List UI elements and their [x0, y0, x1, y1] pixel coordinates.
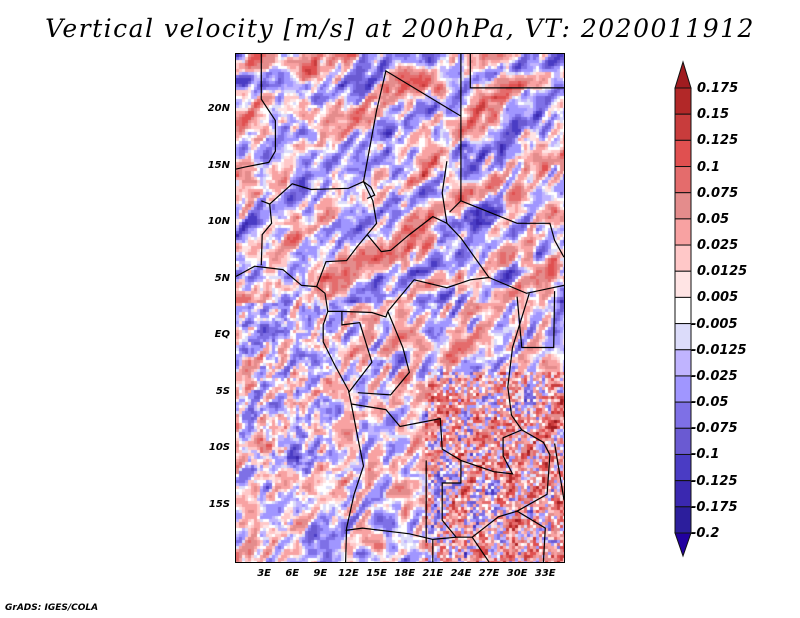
colorbar-box: [674, 218, 692, 246]
border-line: [441, 460, 518, 538]
colorbar-box: [674, 349, 692, 377]
lon-tick-label: 3E: [257, 568, 271, 579]
colorbar-top-arrow: [674, 60, 692, 89]
colorbar-label: -0.125: [691, 473, 738, 489]
colorbar-box: [674, 375, 692, 403]
colorbar-label: 0.025: [697, 238, 739, 254]
border-line: [554, 443, 564, 500]
colorbar-box: [674, 427, 692, 455]
border-line: [260, 200, 273, 266]
border-line: [351, 293, 530, 475]
lat-tick-label: 5S: [215, 385, 230, 397]
colorbar-box: [674, 139, 692, 168]
lat-tick-label: 10N: [207, 216, 230, 228]
vertical-velocity-map: [236, 54, 564, 562]
colorbar-label: 0.15: [697, 107, 730, 123]
lon-tick-label: 12E: [338, 568, 359, 579]
lat-tick-label: 10S: [208, 442, 230, 454]
colorbar-label: 0.075: [697, 185, 739, 201]
colorbar-bottom-arrow: [674, 532, 692, 558]
lon-tick-label: 15E: [366, 568, 387, 579]
colorbar-label: 0.1: [697, 159, 721, 175]
lon-tick-label: 30E: [506, 568, 528, 579]
border-line: [269, 54, 462, 205]
colorbar-box: [674, 87, 692, 115]
colorbar: [674, 60, 692, 558]
colorbar-label: 0.0125: [697, 264, 748, 280]
border-line: [441, 161, 448, 224]
lon-tick-label: 9E: [313, 568, 328, 579]
chart-title: Vertical velocity [m/s] at 200hPa, VT: 2…: [45, 14, 755, 43]
velocity-field: [236, 54, 564, 562]
colorbar-label: -0.025: [691, 368, 738, 384]
lon-tick-label: 21E: [422, 568, 444, 579]
lat-tick-label: EQ: [214, 329, 230, 341]
lat-tick-label: 15N: [207, 159, 230, 171]
colorbar-box: [674, 506, 692, 534]
border-line: [345, 527, 457, 541]
border-line: [236, 54, 277, 170]
colorbar-label: -0.05: [691, 395, 729, 411]
border-line: [488, 276, 564, 294]
border-line: [316, 181, 378, 287]
border-line: [449, 116, 462, 213]
border-line: [236, 265, 365, 562]
colorbar-label: 0.125: [697, 133, 739, 149]
colorbar-box: [674, 113, 692, 141]
lon-tick-label: 6E: [285, 568, 300, 579]
lon-tick-label: 18E: [394, 568, 416, 579]
lon-tick-label: 24E: [450, 568, 472, 579]
colorbar-label: 0.175: [697, 81, 739, 96]
colorbar-label: -0.075: [691, 421, 738, 437]
colorbar-box: [674, 401, 692, 429]
border-line: [471, 536, 490, 562]
border-line: [363, 181, 376, 200]
colorbar-label: -0.175: [691, 499, 738, 515]
border-line: [515, 429, 551, 562]
border-line: [469, 54, 564, 89]
colorbar-box: [674, 296, 692, 325]
border-line: [366, 215, 491, 312]
country-borders: [236, 54, 564, 562]
colorbar-box: [674, 192, 692, 220]
colorbar-box: [674, 323, 692, 351]
colorbar-label: -0.2: [691, 526, 720, 541]
lat-tick-label: 15S: [208, 498, 230, 510]
grads-credit: GrADS: IGES/COLA: [5, 603, 99, 613]
colorbar-box: [674, 270, 692, 298]
lat-tick-label: 5N: [214, 272, 230, 284]
border-line: [460, 200, 564, 258]
colorbar-label: -0.0125: [691, 342, 747, 358]
colorbar-label: -0.005: [691, 316, 738, 332]
lon-tick-label: 33E: [534, 568, 556, 579]
colorbar-box: [674, 453, 692, 482]
colorbar-label: 0.005: [697, 290, 739, 306]
lon-tick-label: 27E: [478, 568, 500, 579]
colorbar-label: 0.05: [697, 211, 730, 227]
colorbar-box: [674, 244, 692, 272]
border-line: [516, 291, 556, 349]
colorbar-label: -0.1: [691, 447, 720, 463]
colorbar-box: [674, 480, 692, 508]
border-line: [327, 310, 389, 318]
border-line: [341, 311, 373, 394]
colorbar-box: [674, 166, 692, 194]
border-line: [357, 311, 411, 396]
lat-tick-label: 20N: [207, 103, 230, 115]
